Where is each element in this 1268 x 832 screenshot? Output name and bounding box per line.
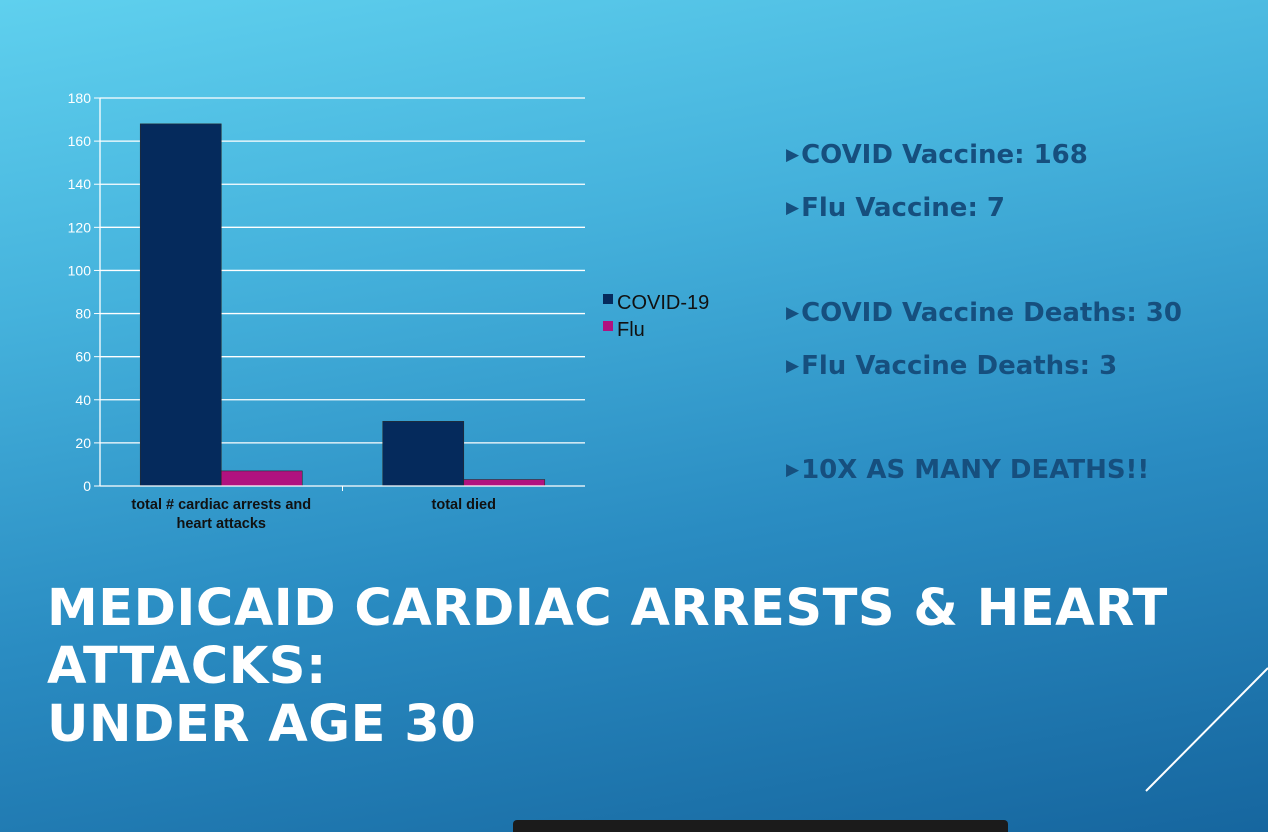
bullet-arrow-icon: ▶ <box>786 198 800 218</box>
y-tick-label: 60 <box>75 349 91 365</box>
chart-bars <box>139 123 546 487</box>
bar-covid-19-0 <box>139 123 222 487</box>
legend-label: Flu <box>617 319 645 341</box>
bullet-arrow-icon: ▶ <box>786 460 800 480</box>
bar-flu-0 <box>220 470 303 487</box>
bar-chart: 0 20 40 60 80 100 120 140 160 180 total # cardiac… <box>68 90 710 532</box>
slide-title-line-2: ATTACKS: <box>47 637 327 696</box>
bullet-ten-times: ▶10X AS MANY DEATHS!! <box>786 455 1149 485</box>
slide-title: MEDICAID CARDIAC ARRESTS & HEART ATTACKS… <box>47 580 1168 754</box>
y-tick-label: 40 <box>75 392 91 408</box>
bullet-covid-deaths: ▶COVID Vaccine Deaths: 30 <box>786 298 1182 328</box>
x-category-label: total died <box>432 497 496 513</box>
y-tick-label: 160 <box>68 133 92 149</box>
bullet-arrow-icon: ▶ <box>786 356 800 376</box>
bullet-arrow-icon: ▶ <box>786 303 800 323</box>
legend-label: COVID-19 <box>617 292 709 314</box>
y-axis: 0 20 40 60 80 100 120 140 160 180 <box>68 90 101 494</box>
bullet-text: Flu Vaccine Deaths: 3 <box>801 351 1118 381</box>
bullet-text: Flu Vaccine: 7 <box>801 193 1005 223</box>
y-tick-label: 100 <box>68 262 92 278</box>
legend-swatch <box>603 321 613 331</box>
bullet-arrow-icon: ▶ <box>786 145 800 165</box>
bullet-text: COVID Vaccine Deaths: 30 <box>801 298 1182 328</box>
x-category-label: total # cardiac arrests and heart attacks <box>131 497 311 532</box>
legend-swatch <box>603 294 613 304</box>
bullet-covid-vaccine: ▶COVID Vaccine: 168 <box>786 140 1088 170</box>
slide-title-line-1: MEDICAID CARDIAC ARRESTS & HEART <box>47 579 1168 638</box>
bullet-flu-deaths: ▶Flu Vaccine Deaths: 3 <box>786 351 1117 381</box>
bullet-text: COVID Vaccine: 168 <box>801 140 1088 170</box>
chart-legend: COVID-19 Flu <box>603 292 709 341</box>
y-tick-label: 120 <box>68 219 92 235</box>
bullet-text: 10X AS MANY DEATHS!! <box>801 455 1150 485</box>
y-tick-label: 0 <box>83 478 91 494</box>
bottom-bar <box>513 820 1008 832</box>
y-tick-label: 180 <box>68 90 92 106</box>
slide-title-line-3: UNDER AGE 30 <box>47 695 477 754</box>
x-axis: total # cardiac arrests and heart attacks… <box>100 485 585 532</box>
y-tick-label: 80 <box>75 306 91 322</box>
bar-flu-1 <box>463 479 546 487</box>
bullet-flu-vaccine: ▶Flu Vaccine: 7 <box>786 193 1005 223</box>
bar-covid-19-1 <box>382 421 465 487</box>
y-tick-label: 20 <box>75 435 91 451</box>
y-tick-label: 140 <box>68 176 92 192</box>
